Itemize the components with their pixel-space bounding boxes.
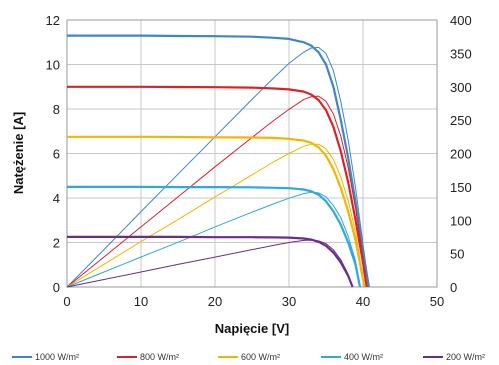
x-axis-ticks: 0 10 20 30 40 50 [63,294,444,309]
y2-tick-label: 100 [450,213,472,228]
y-tick-label: 4 [53,191,60,206]
current-line-series-0 [67,34,370,288]
x-tick-label: 10 [134,294,148,309]
current-line-series-4 [67,235,354,288]
power-line-series-2 [66,143,365,288]
legend-label: 1000 W/m² [35,352,79,362]
x-axis-title: Napięcie [V] [215,321,289,336]
y-axis-ticks-left: 0 2 4 6 8 10 12 [46,13,60,295]
y2-tick-label: 250 [450,113,472,128]
y-tick-label: 10 [46,58,60,73]
legend-label: 600 W/m² [241,352,280,362]
y2-tick-label: 50 [450,247,464,262]
current-line-series-2 [67,135,366,288]
current-line-series-1 [67,85,368,288]
y2-tick-label: 0 [450,280,457,295]
legend-label: 400 W/m² [344,352,383,362]
y2-tick-label: 400 [450,13,472,28]
y2-tick-label: 200 [450,147,472,162]
power-line-series-0 [66,46,370,288]
y-tick-label: 2 [53,236,60,251]
legend-label: 800 W/m² [140,352,179,362]
y-tick-label: 0 [53,280,60,295]
y-axis-ticks-right: 0 50 100 150 200 250 300 350 400 [450,13,472,295]
y-tick-label: 12 [46,13,60,28]
plot-frame [66,19,438,288]
legend-label: 200 W/m² [446,352,485,362]
power-line-series-1 [66,95,368,288]
y2-tick-label: 150 [450,180,472,195]
power-line-series-4 [66,239,354,288]
y2-tick-label: 350 [450,46,472,61]
current-line-series-3 [67,185,362,288]
y-axis-title: Natężenie [A] [11,112,26,194]
x-tick-label: 50 [430,294,444,309]
x-tick-label: 30 [282,294,296,309]
x-tick-label: 40 [356,294,370,309]
y-tick-label: 8 [53,102,60,117]
y2-tick-label: 300 [450,80,472,95]
legend: 1000 W/m² 800 W/m² 600 W/m² 400 W/m² 200 W/m… [12,352,485,362]
gridlines [66,19,438,288]
power-line-series-3 [66,191,361,288]
series-lines [66,34,370,288]
y-tick-label: 6 [53,147,60,162]
x-tick-label: 0 [63,294,70,309]
x-tick-label: 20 [208,294,222,309]
